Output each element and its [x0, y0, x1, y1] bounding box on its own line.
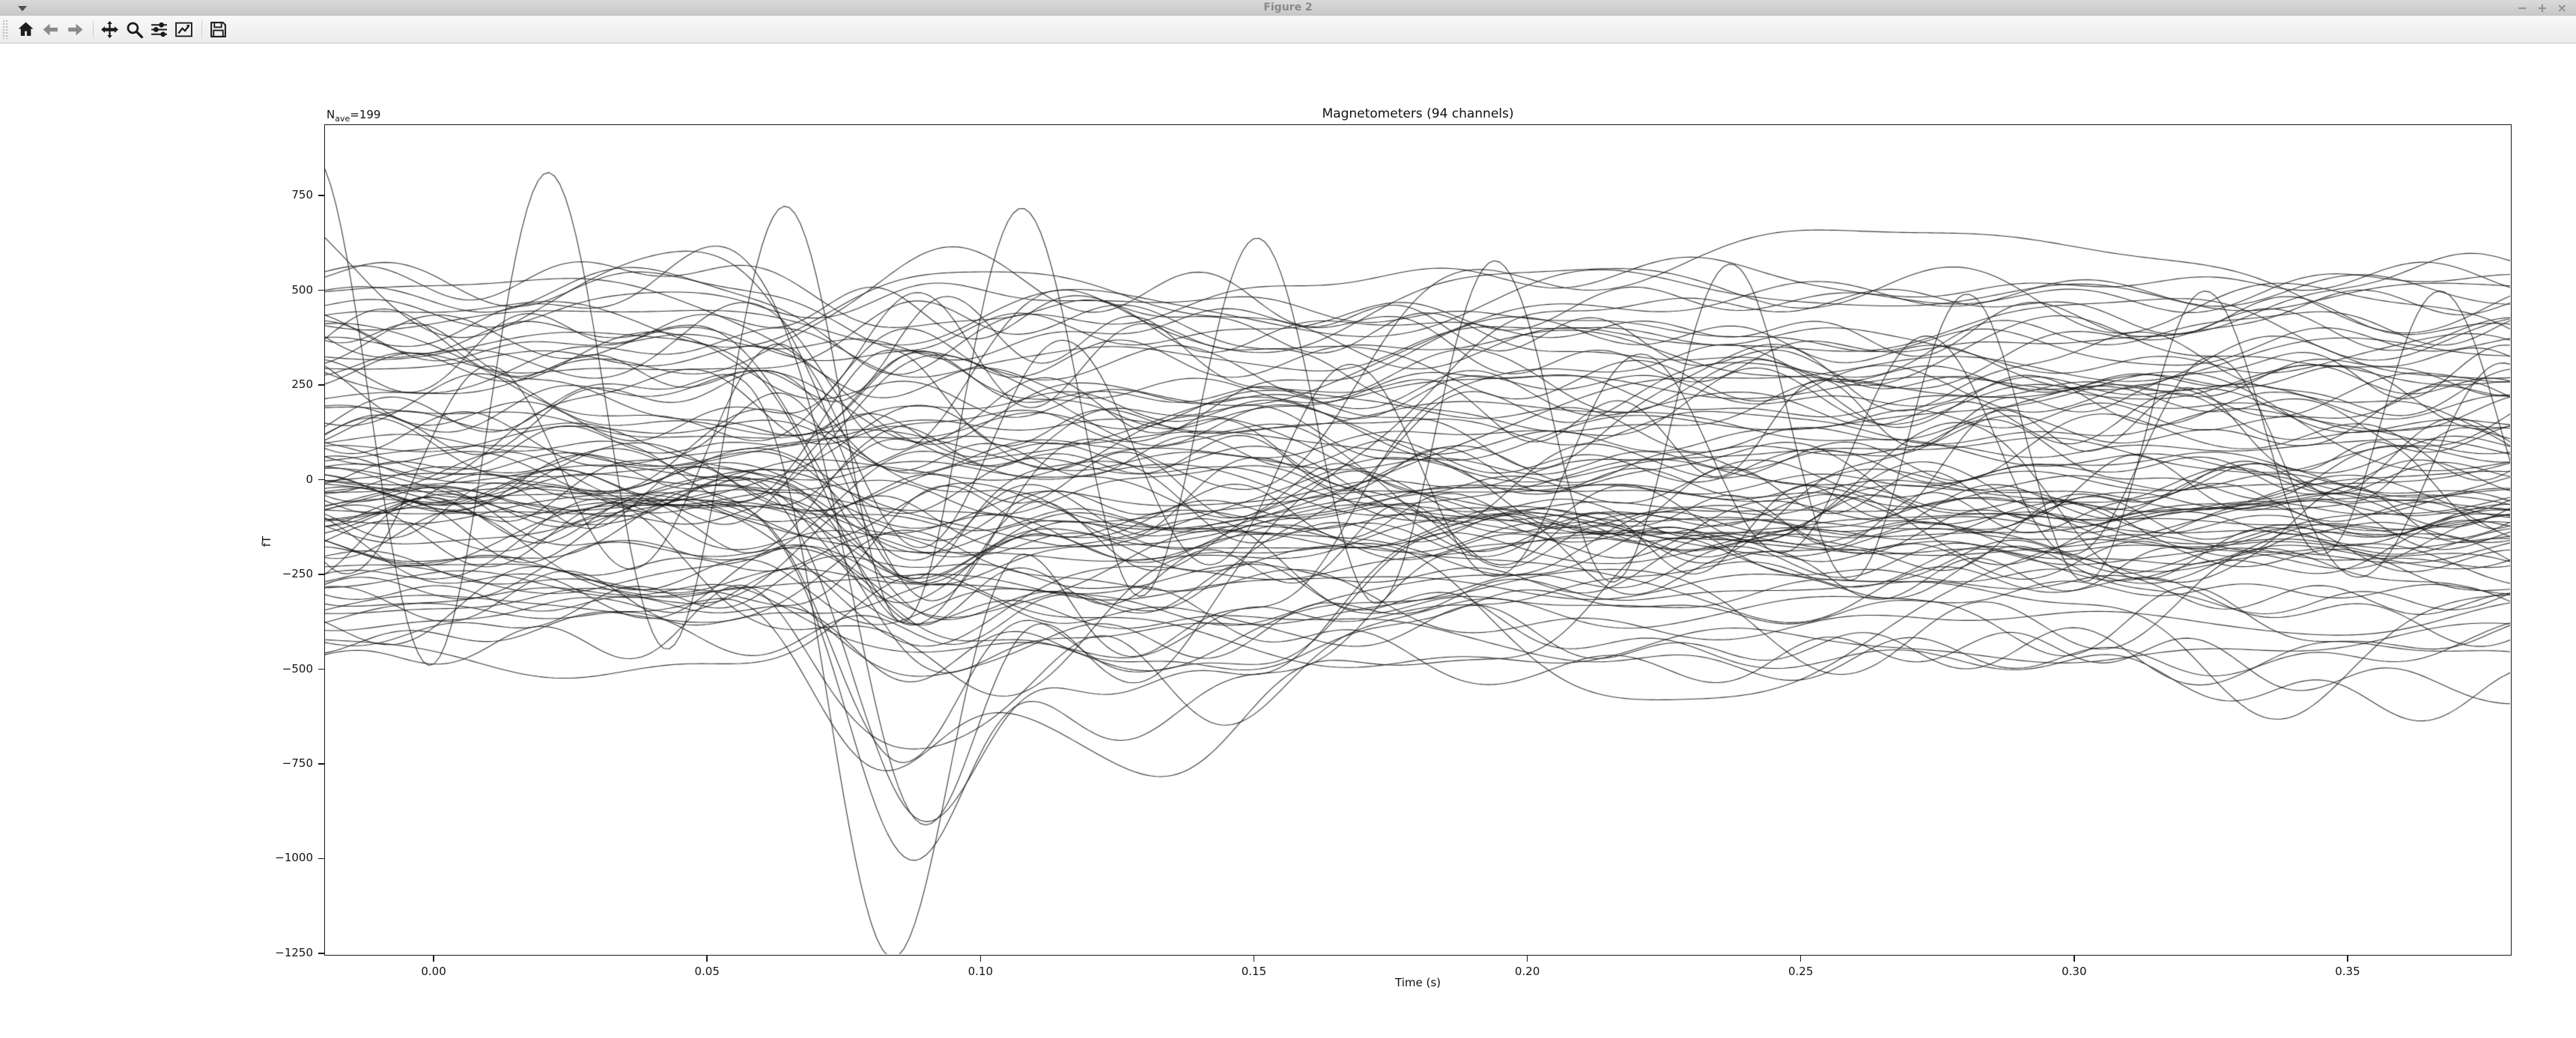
forward-arrow-icon	[67, 23, 82, 35]
x-tick-mark	[2347, 956, 2348, 962]
y-tick-label: 0	[306, 472, 313, 486]
x-tick-mark	[433, 956, 434, 962]
pan-icon	[100, 20, 118, 38]
subplots-icon	[151, 22, 167, 37]
pan-button[interactable]	[98, 18, 121, 40]
forward-button[interactable]	[64, 18, 86, 40]
y-tick-mark	[318, 479, 324, 481]
window-menu-icon[interactable]	[18, 6, 27, 11]
y-tick-label: 750	[291, 188, 313, 202]
x-tick-mark	[1253, 956, 1255, 962]
x-tick-label: 0.35	[2335, 965, 2360, 978]
y-tick-mark	[318, 668, 324, 670]
zoom-icon	[127, 22, 143, 38]
y-tick-mark	[318, 858, 324, 860]
save-icon	[210, 21, 226, 37]
customize-button[interactable]	[172, 18, 195, 40]
window-title: Figure 2	[1263, 1, 1313, 13]
y-tick-mark	[318, 384, 324, 386]
x-tick-label: 0.30	[2062, 965, 2087, 978]
home-button[interactable]	[14, 18, 37, 40]
axes-frame	[324, 124, 2512, 956]
x-tick-label: 0.00	[421, 965, 446, 978]
x-tick-mark	[1799, 956, 1802, 962]
y-tick-label: −500	[282, 661, 313, 676]
x-tick-label: 0.25	[1787, 965, 1814, 978]
matplotlib-toolbar	[0, 16, 2576, 43]
y-tick-label: −250	[282, 567, 313, 581]
minimize-button[interactable]: −	[2517, 1, 2528, 15]
toolbar-separator	[93, 20, 94, 38]
zoom-button[interactable]	[123, 18, 145, 40]
y-tick-mark	[318, 574, 324, 575]
x-tick-label: 0.05	[694, 965, 720, 978]
close-button[interactable]: ×	[2557, 1, 2567, 15]
customize-icon	[174, 22, 192, 37]
y-tick-mark	[318, 763, 324, 765]
x-tick-mark	[706, 956, 708, 962]
home-icon	[18, 22, 33, 36]
x-tick-mark	[2074, 956, 2075, 962]
y-tick-label: −1250	[275, 945, 313, 959]
butterfly-traces-canvas[interactable]	[325, 125, 2510, 954]
toolbar-grip-handle[interactable]	[2, 19, 8, 39]
x-tick-label: 0.10	[967, 965, 993, 978]
subplots-button[interactable]	[148, 18, 170, 40]
save-button[interactable]	[207, 18, 229, 40]
x-tick-mark	[979, 956, 982, 962]
maximize-button[interactable]: +	[2537, 1, 2548, 15]
x-tick-label: 0.15	[1241, 965, 1267, 978]
back-button[interactable]	[39, 18, 61, 40]
y-tick-label: 500	[291, 282, 313, 297]
window-controls: − + ×	[2518, 0, 2567, 16]
figure-canvas[interactable]: Nave=199 Magnetometers (94 channels) fT …	[0, 44, 2576, 1038]
x-axis-label: Time (s)	[1395, 976, 1441, 989]
y-axis-label: fT	[260, 535, 273, 547]
toolbar-separator	[201, 20, 202, 38]
nave-annotation: Nave=199	[326, 108, 381, 124]
y-tick-mark	[318, 195, 324, 196]
plot-title: Magnetometers (94 channels)	[1322, 106, 1514, 121]
y-tick-label: −750	[282, 756, 313, 770]
window-titlebar[interactable]: Figure 2 − + ×	[0, 0, 2576, 16]
y-tick-label: −1000	[275, 851, 313, 865]
back-arrow-icon	[43, 23, 58, 35]
y-tick-mark	[318, 289, 324, 291]
y-tick-label: 250	[291, 377, 313, 392]
x-tick-label: 0.20	[1514, 965, 1540, 978]
y-tick-mark	[318, 953, 324, 954]
x-tick-mark	[1526, 956, 1528, 962]
